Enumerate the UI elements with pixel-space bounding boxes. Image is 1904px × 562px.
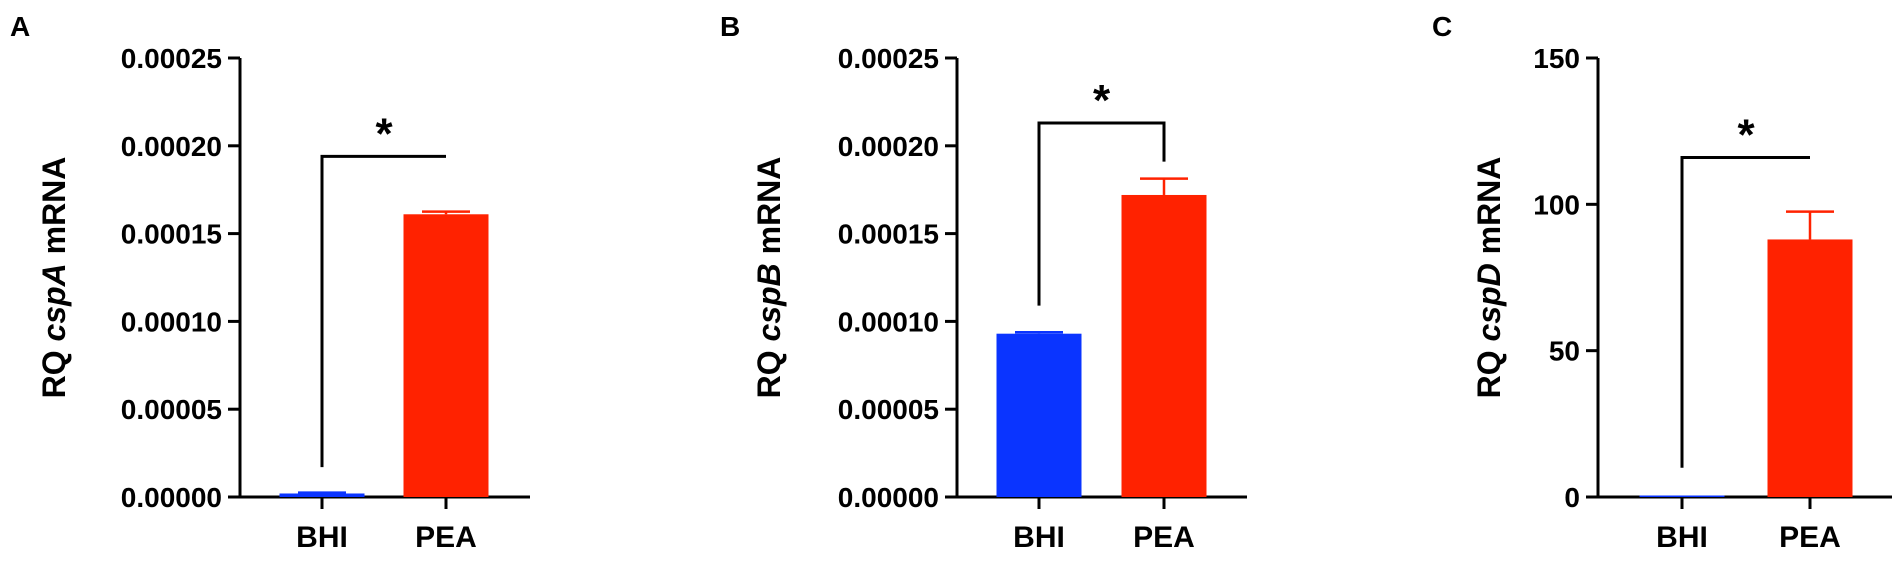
- panel-letter: A: [10, 11, 30, 42]
- panel-letter: C: [1432, 11, 1452, 42]
- y-axis-label-gene: cspB: [751, 263, 787, 341]
- y-axis-label-gene: cspD: [1471, 263, 1507, 341]
- y-axis-label-suffix: mRNA: [1471, 157, 1507, 264]
- y-tick-label: 0.00010: [121, 306, 222, 337]
- bar-pea: [1121, 194, 1207, 497]
- chart-panel-c: C 0 50 100 150 BHI PEA * RQ cspD mRNA: [1432, 11, 1892, 554]
- y-tick-label: 0.00010: [838, 306, 939, 337]
- significance-asterisk: *: [1737, 111, 1755, 160]
- y-axis-label-prefix: RQ: [36, 342, 72, 399]
- y-axis-label-gene: cspA: [36, 263, 72, 341]
- significance-bracket: [320, 154, 446, 468]
- x-tick-label-bhi: BHI: [1013, 521, 1065, 554]
- y-tick-label: 150: [1533, 43, 1580, 74]
- x-tick-label-pea: PEA: [1779, 521, 1841, 554]
- significance-asterisk: *: [1093, 76, 1111, 125]
- y-axis-label-prefix: RQ: [1471, 342, 1507, 399]
- panel-letter: B: [720, 11, 740, 42]
- y-axis-label: RQ cspB mRNA: [751, 157, 787, 399]
- x-tick-label-pea: PEA: [1133, 521, 1195, 554]
- y-tick-label: 0.00015: [121, 219, 222, 250]
- y-tick-label: 0.00020: [838, 131, 939, 162]
- bar-pea: [403, 214, 489, 497]
- y-axis-label-prefix: RQ: [751, 342, 787, 399]
- x-tick-label-pea: PEA: [415, 521, 477, 554]
- y-tick-label: 0.00015: [838, 219, 939, 250]
- bar-bhi: [279, 493, 365, 497]
- bar-bhi: [996, 333, 1082, 497]
- y-axis-label-suffix: mRNA: [751, 157, 787, 264]
- y-axis-label-suffix: mRNA: [36, 157, 72, 264]
- significance-asterisk: *: [375, 109, 393, 158]
- y-tick-label: 50: [1549, 336, 1580, 367]
- x-tick-label-bhi: BHI: [296, 521, 348, 554]
- bar-bhi: [1639, 495, 1725, 497]
- y-axis-label: RQ cspA mRNA: [36, 157, 72, 399]
- y-tick-label: 0.00025: [838, 43, 939, 74]
- chart-panel-a: A 0.00000 0.00005 0.00010 0.00015 0.00020 0.00…: [10, 11, 530, 554]
- y-tick-label: 0.00005: [838, 394, 939, 425]
- y-tick-label: 0.00025: [121, 43, 222, 74]
- y-tick-label: 0.00000: [121, 482, 222, 513]
- y-tick-label: 0.00000: [838, 482, 939, 513]
- significance-bracket: [1037, 121, 1166, 306]
- y-tick-label: 0.00020: [121, 131, 222, 162]
- y-tick-label: 100: [1533, 189, 1580, 220]
- chart-panel-b: B 0.00000 0.00005 0.00010 0.00015 0.00020 0.00…: [720, 11, 1247, 554]
- significance-bracket: [1680, 156, 1810, 468]
- y-tick-label: 0: [1564, 482, 1580, 513]
- x-tick-label-bhi: BHI: [1656, 521, 1708, 554]
- bar-pea: [1767, 239, 1853, 497]
- y-tick-label: 0.00005: [121, 394, 222, 425]
- y-axis-label: RQ cspD mRNA: [1471, 157, 1507, 399]
